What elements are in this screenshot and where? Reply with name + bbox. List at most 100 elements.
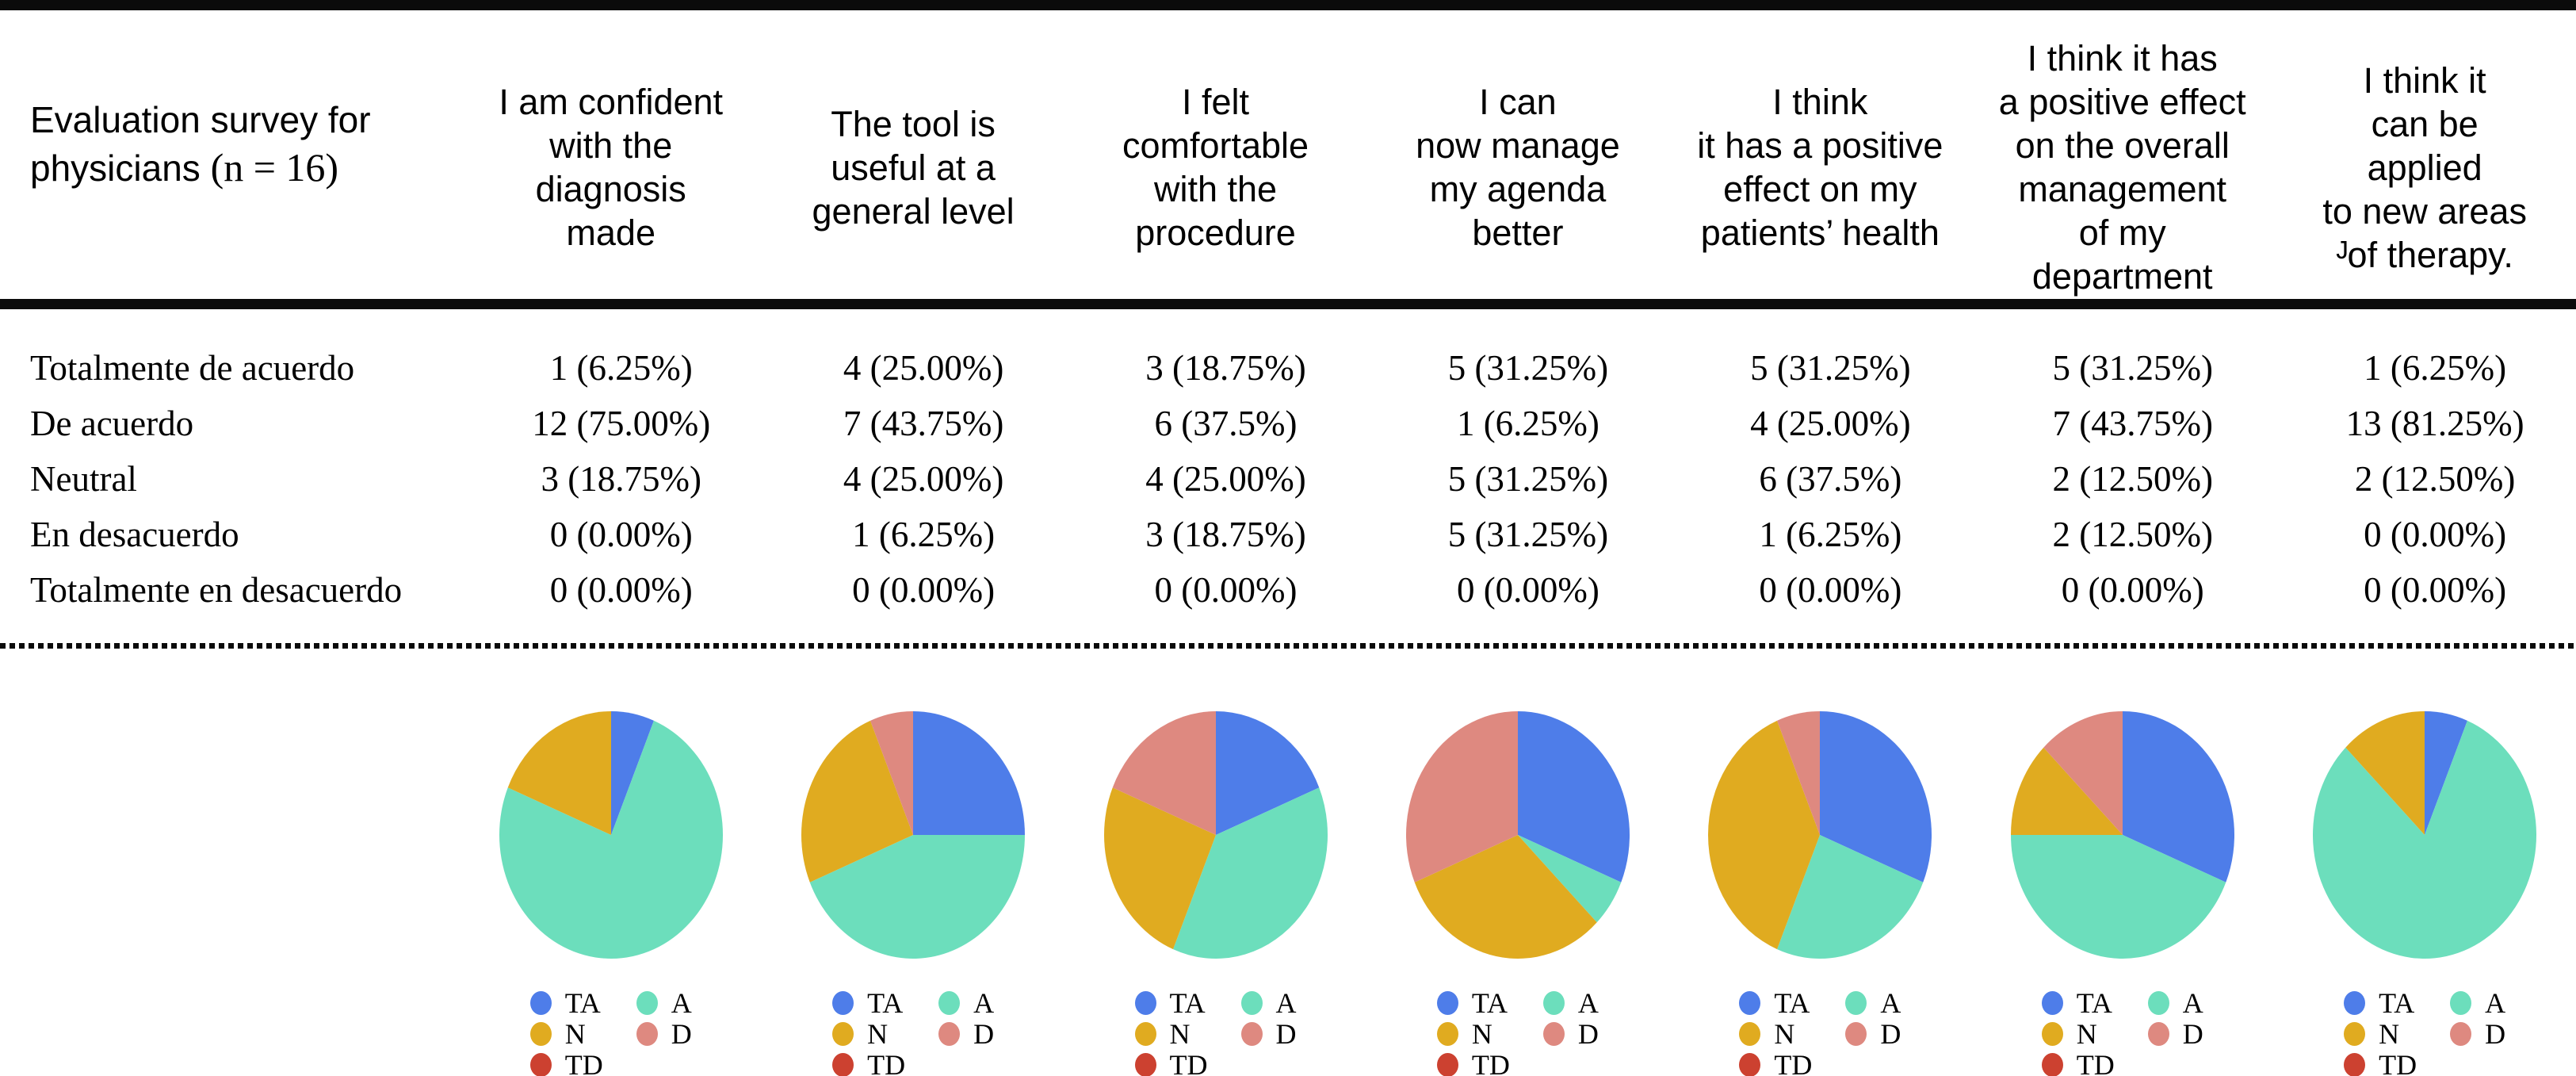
survey-table-body: Totalmente de acuerdo 1 (6.25%) 4 (25.00%)… <box>0 340 2576 618</box>
legend-label-TD: TD <box>1774 1048 1813 1076</box>
table-cell: 3 (18.75%) <box>1145 348 1306 388</box>
legend-label-A: A <box>2485 986 2506 1019</box>
column-header-line: management <box>2018 169 2227 209</box>
table-cell: 0 (0.00%) <box>549 570 693 610</box>
table-cell: 1 (6.25%) <box>852 515 996 554</box>
pie-chart-6: TA N TD A D <box>1971 711 2273 1076</box>
legend-item-TA: TA <box>1739 987 1812 1018</box>
legend-label-TD: TD <box>2379 1048 2417 1076</box>
legend-item-N: N <box>2041 1018 2115 1049</box>
legend-dot-TA-icon <box>1134 990 1156 1015</box>
table-cell: 0 (0.00%) <box>1154 570 1298 610</box>
pie-chart-2: TA N TD A D <box>762 711 1064 1076</box>
legend-dot-TD-icon <box>1436 1052 1458 1076</box>
legend-label-D: D <box>1577 1017 1599 1050</box>
corner-header-line2: physicians <box>30 147 201 189</box>
table-cell: 4 (25.00%) <box>843 459 1004 499</box>
table-cell: 1 (6.25%) <box>1759 515 1902 554</box>
legend-item-A: A <box>2147 986 2203 1019</box>
column-header-line: I think <box>1772 82 1868 122</box>
legend-item-TD: TD <box>832 1049 905 1076</box>
legend-dot-A-icon <box>1240 990 1263 1015</box>
pie-slice-D <box>870 711 914 835</box>
legend-dot-A-icon <box>1845 990 1867 1015</box>
legend-item-TD: TD <box>1739 1049 1812 1076</box>
legend-dot-A-icon <box>2147 990 2169 1015</box>
table-cell: 5 (31.25%) <box>1447 348 1609 388</box>
column-header-line: now manage <box>1416 125 1620 166</box>
legend-label-TD: TD <box>1471 1048 1510 1076</box>
legend-item-N: N <box>2344 1018 2417 1049</box>
legend-label-A: A <box>2182 986 2203 1019</box>
legend-item-A: A <box>938 987 994 1018</box>
pie-svg <box>499 711 723 959</box>
table-cell: 0 (0.00%) <box>2364 515 2507 554</box>
pie-slice-TA <box>2122 711 2234 883</box>
column-header-line: can be <box>2371 103 2479 144</box>
pie-slice-D <box>1405 711 1518 883</box>
pie-slice-A <box>2313 720 2537 959</box>
pie-slice-TA <box>1517 711 1630 883</box>
legend-dot-TA-icon <box>2344 990 2366 1015</box>
pie-svg <box>2010 711 2234 959</box>
column-header-1: I am confident with the diagnosis made <box>460 80 762 255</box>
table-cell: 0 (0.00%) <box>2061 570 2204 610</box>
pie-legend: TA N TD A D <box>1436 986 1599 1076</box>
column-header-line: with the <box>549 125 673 166</box>
legend-label-TD: TD <box>867 1048 906 1076</box>
legend-dot-N-icon <box>832 1021 854 1046</box>
pie-slice-A <box>499 720 723 959</box>
legend-label-D: D <box>1880 1017 1901 1050</box>
table-cell: 0 (0.00%) <box>2364 570 2507 610</box>
pie-svg <box>1103 711 1328 959</box>
legend-column: TA N TD <box>1134 986 1208 1076</box>
legend-item-N: N <box>1739 1018 1812 1049</box>
legend-label-TA: TA <box>1169 986 1206 1019</box>
table-cell: 0 (0.00%) <box>852 570 996 610</box>
top-rule <box>0 0 2576 10</box>
row-label: Neutral <box>30 459 137 499</box>
pie-slice-TA <box>913 711 1026 835</box>
table-cell: 2 (12.50%) <box>2354 459 2516 499</box>
legend-label-TA: TA <box>1774 986 1810 1019</box>
legend-item-TA: TA <box>1436 986 1510 1019</box>
legend-item-TA: TA <box>529 987 603 1018</box>
legend-label-N: N <box>867 1017 889 1050</box>
pie-slice-N <box>507 711 611 835</box>
legend-dot-TD-icon <box>1739 1052 1761 1076</box>
pie-slice-TA <box>610 711 654 835</box>
legend-dot-N-icon <box>1436 1021 1458 1046</box>
legend-item-D: D <box>1845 1018 1901 1049</box>
legend-label-D: D <box>671 1017 692 1050</box>
column-header-line: general level <box>812 190 1015 232</box>
pie-chart-row: TA N TD A D TA N TD A D TA N TD A D TA N TD A D TA N TD A D TA N TD… <box>460 711 2576 1076</box>
legend-dot-TA-icon <box>2041 990 2063 1015</box>
legend-column: TA N TD <box>2344 987 2417 1076</box>
legend-label-TA: TA <box>1471 986 1508 1019</box>
legend-item-D: D <box>1240 1017 1297 1050</box>
legend-label-A: A <box>1880 986 1901 1019</box>
legend-item-TA: TA <box>1134 986 1208 1019</box>
header-separator-rule <box>0 299 2576 309</box>
pie-chart-3: TA N TD A D <box>1064 711 1366 1076</box>
legend-dot-A-icon <box>1542 990 1565 1015</box>
pie-svg <box>1708 711 1932 959</box>
legend-dot-N-icon <box>1134 1021 1156 1046</box>
pie-slice-N <box>1414 835 1597 959</box>
legend-column: TA N TD <box>2041 987 2115 1076</box>
sample-size-note: (n = 16) <box>210 144 339 190</box>
legend-label-D: D <box>1275 1017 1297 1050</box>
column-header-line: a positive effect <box>1998 82 2246 122</box>
legend-label-TA: TA <box>867 986 904 1019</box>
legend-dot-N-icon <box>529 1021 552 1046</box>
pie-legend: TA N TD A D <box>1134 986 1297 1076</box>
pie-slice-N <box>2010 747 2123 835</box>
table-header-row: Evaluation survey for physicians (n = 16… <box>0 10 2576 299</box>
legend-dot-TD-icon <box>529 1052 552 1076</box>
table-cell: 3 (18.75%) <box>541 459 701 499</box>
table-cell: 1 (6.25%) <box>2364 348 2507 388</box>
table-cell: 5 (31.25%) <box>2052 348 2213 388</box>
